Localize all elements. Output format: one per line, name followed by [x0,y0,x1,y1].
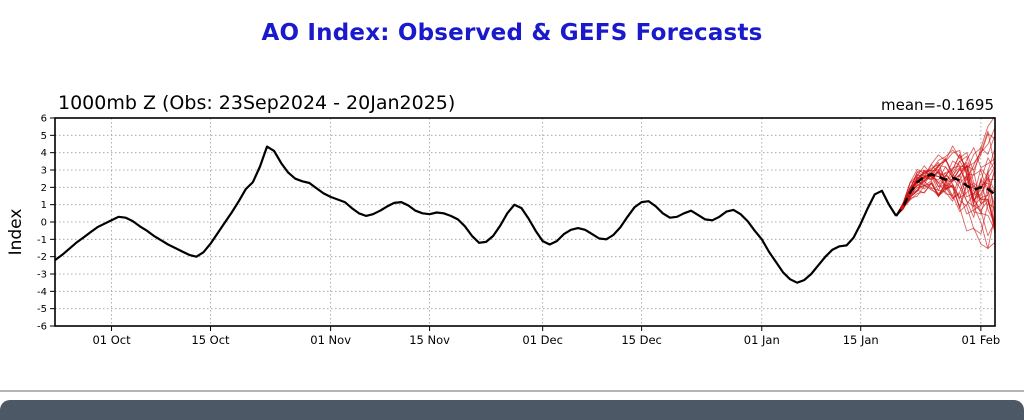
y-tick-label: 6 [41,114,47,125]
x-tick-label: 15 Oct [191,333,230,347]
x-tick-label: 15 Dec [621,333,662,347]
y-tick-label: 4 [41,148,47,159]
ensemble-member-line [895,160,995,217]
y-tick-label: -5 [37,304,47,315]
y-tick-label: -6 [37,322,47,333]
y-tick-label: -1 [37,235,47,246]
x-tick-label: 15 Jan [843,333,879,347]
footer-divider [0,390,1024,392]
y-tick-label: -2 [37,252,47,263]
y-tick-label: -3 [37,270,47,281]
x-tick-label: 01 Oct [92,333,131,347]
chart-series-group [55,117,995,284]
x-tick-label: 01 Nov [310,333,351,347]
page-title: AO Index: Observed & GEFS Forecasts [261,20,763,46]
y-tick-label: 3 [41,166,47,177]
x-tick-label: 01 Dec [522,333,563,347]
forecast-mean-line [895,173,995,217]
x-tick-label: 01 Jan [744,333,780,347]
y-tick-label: 2 [41,183,47,194]
y-tick-label: -4 [37,287,47,298]
y-tick-label: 1 [41,200,47,211]
chart-subtitle: 1000mb Z (Obs: 23Sep2024 - 20Jan2025) [58,92,456,114]
x-tick-label: 15 Nov [409,333,450,347]
ensemble-member-line [895,165,995,231]
footer-bar [0,400,1024,420]
x-tick-label: 01 Feb [962,333,1001,347]
y-tick-label: 5 [41,131,47,142]
chart-plot: -6 -5 -4 -3 -2 -1 0 1 2 3 4 5 6 01 Oct 15 Oct 01 Nov 15 … [37,114,1001,348]
chart-mean-label: mean=-0.1695 [880,96,994,114]
ensemble-member-line [895,133,995,217]
observed-line [55,145,898,284]
y-tick-label: 0 [41,218,47,229]
